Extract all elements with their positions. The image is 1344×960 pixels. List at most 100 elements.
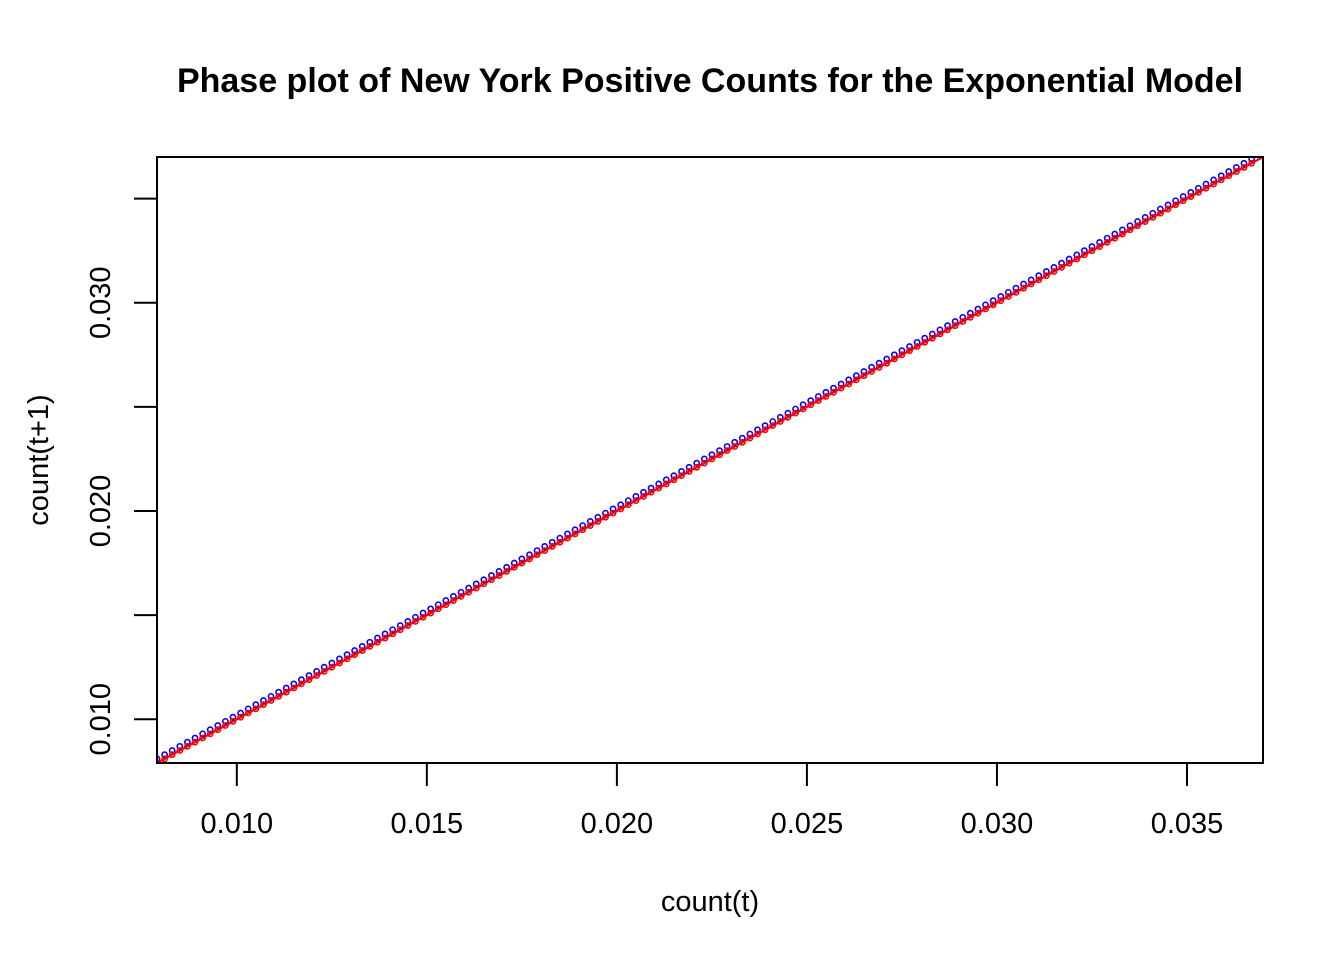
scatter-point	[685, 463, 693, 471]
scatter-point	[974, 309, 982, 317]
scatter-point	[655, 480, 663, 488]
scatter-point	[1172, 197, 1179, 205]
scatter-point	[966, 309, 974, 317]
scatter-point	[237, 709, 245, 717]
scatter-point	[1088, 247, 1096, 255]
scatter-point	[959, 313, 967, 321]
scatter-point	[260, 697, 267, 704]
scatter-point	[1202, 184, 1210, 192]
scatter-point	[769, 422, 777, 430]
scatter-point	[647, 488, 655, 496]
scatter-point	[913, 343, 921, 350]
scatter-point	[738, 438, 746, 446]
scatter-point	[1149, 213, 1157, 221]
scatter-point	[244, 709, 252, 717]
scatter-point	[191, 738, 199, 746]
scatter-point	[556, 538, 564, 546]
y-tick-label: 0.030	[85, 266, 117, 339]
scatter-point	[571, 526, 579, 534]
scatter-point	[533, 547, 541, 554]
scatter-point	[161, 755, 169, 763]
scatter-point	[1217, 172, 1225, 180]
scatter-point	[624, 497, 632, 505]
scatter-point	[799, 401, 807, 409]
scatter-point	[1012, 284, 1020, 292]
scatter-point	[488, 572, 495, 579]
scatter-point	[640, 488, 647, 496]
scatter-point	[275, 692, 283, 700]
scatter-point	[594, 513, 602, 521]
scatter-point	[602, 509, 609, 517]
scatter-point	[412, 617, 419, 625]
scatter-point	[951, 318, 959, 325]
scatter-point	[412, 613, 419, 621]
scatter-point	[157, 755, 161, 763]
scatter-point	[510, 559, 518, 567]
scatter-point	[1111, 234, 1119, 242]
scatter-point	[1073, 255, 1081, 263]
scatter-point	[1065, 259, 1073, 267]
scatter-point	[427, 609, 435, 617]
scatter-point	[693, 463, 701, 471]
scatter-point	[199, 734, 207, 742]
scatter-point	[1240, 164, 1248, 171]
scatter-point	[670, 472, 678, 480]
y-tick-label: 0.010	[85, 683, 117, 756]
scatter-point	[564, 530, 571, 538]
scatter-point	[1050, 268, 1058, 275]
scatter-point	[1103, 234, 1111, 242]
scatter-point	[191, 734, 199, 742]
scatter-point	[1103, 238, 1111, 246]
scatter-point	[1118, 230, 1126, 238]
scatter-point	[1232, 168, 1240, 175]
scatter-point	[381, 630, 389, 638]
scatter-point	[586, 522, 594, 529]
scatter-point	[1149, 209, 1157, 217]
scatter-point	[746, 430, 754, 438]
scatter-point	[396, 626, 404, 634]
scatter-point	[586, 518, 594, 525]
scatter-point	[336, 659, 343, 667]
scatter-point	[260, 701, 267, 709]
scatter-point	[472, 580, 480, 588]
scatter-point	[898, 347, 906, 355]
scatter-point	[1179, 193, 1187, 200]
scatter-point	[434, 605, 442, 613]
scatter-point	[1141, 218, 1149, 225]
scatter-point	[252, 705, 260, 713]
series-0-points	[157, 157, 1255, 763]
scatter-point	[822, 388, 830, 396]
scatter-point	[282, 688, 290, 696]
scatter-point	[708, 455, 716, 463]
scatter-point	[328, 663, 336, 671]
scatter-point	[1012, 288, 1020, 296]
scatter-point	[556, 534, 564, 542]
scatter-point	[936, 326, 944, 334]
scatter-point	[290, 680, 298, 688]
scatter-point	[541, 547, 549, 554]
scatter-point	[442, 597, 450, 604]
scatter-point	[632, 497, 640, 505]
scatter-point	[419, 613, 427, 621]
x-tick-label: 0.030	[961, 808, 1034, 840]
scatter-point	[944, 326, 951, 334]
scatter-point	[313, 672, 321, 679]
scatter-point	[571, 530, 579, 538]
scatter-point	[716, 447, 723, 455]
scatter-point	[936, 330, 944, 338]
scatter-point	[548, 538, 556, 546]
scatter-point	[510, 563, 518, 571]
scatter-point	[609, 509, 617, 517]
scatter-point	[997, 293, 1005, 300]
scatter-point	[966, 313, 974, 321]
scatter-point	[662, 476, 670, 484]
scatter-point	[814, 397, 822, 405]
scatter-point	[1020, 284, 1027, 292]
scatter-point	[670, 476, 678, 484]
scatter-point	[761, 426, 769, 434]
scatter-point	[267, 697, 275, 704]
x-axis-label: count(t)	[661, 886, 759, 918]
scatter-point	[890, 355, 898, 363]
scatter-point	[906, 343, 913, 350]
scatter-point	[579, 526, 587, 534]
